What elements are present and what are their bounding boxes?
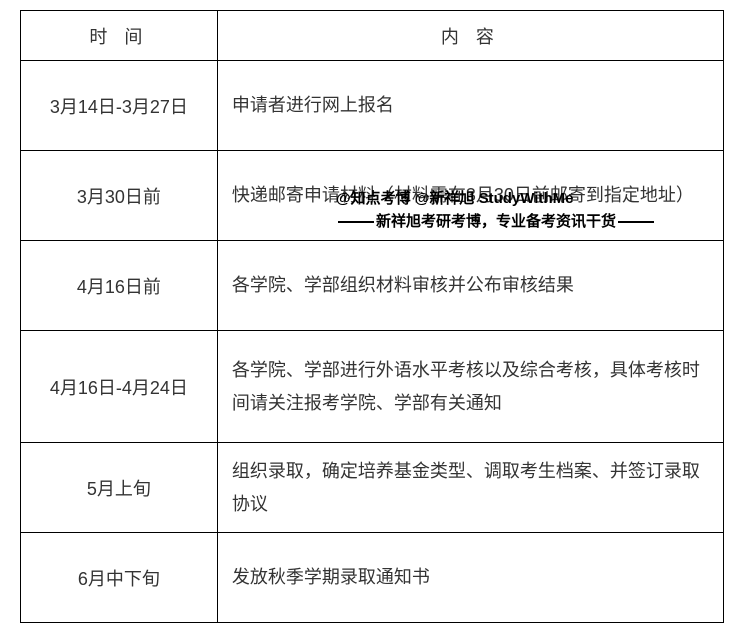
schedule-table: 时 间 内 容 3月14日-3月27日 申请者进行网上报名 3月30日前 快递邮… (20, 10, 724, 623)
header-time: 时 间 (21, 11, 218, 61)
table-header-row: 时 间 内 容 (21, 11, 724, 61)
cell-time: 3月30日前 (21, 151, 218, 241)
cell-content: 各学院、学部进行外语水平考核以及综合考核，具体考核时间请关注报考学院、学部有关通… (217, 331, 723, 443)
cell-time: 6月中下旬 (21, 533, 218, 623)
cell-time: 5月上旬 (21, 443, 218, 533)
cell-content: 快递邮寄申请材料（材料需在3月30日前邮寄到指定地址） (217, 151, 723, 241)
table-row: 3月14日-3月27日 申请者进行网上报名 (21, 61, 724, 151)
cell-time: 4月16日-4月24日 (21, 331, 218, 443)
cell-time: 4月16日前 (21, 241, 218, 331)
table-row: 4月16日-4月24日 各学院、学部进行外语水平考核以及综合考核，具体考核时间请… (21, 331, 724, 443)
cell-time: 3月14日-3月27日 (21, 61, 218, 151)
table-row: 5月上旬 组织录取，确定培养基金类型、调取考生档案、并签订录取协议 (21, 443, 724, 533)
table-row: 4月16日前 各学院、学部组织材料审核并公布审核结果 (21, 241, 724, 331)
table-row: 3月30日前 快递邮寄申请材料（材料需在3月30日前邮寄到指定地址） (21, 151, 724, 241)
cell-content: 组织录取，确定培养基金类型、调取考生档案、并签订录取协议 (217, 443, 723, 533)
cell-content: 发放秋季学期录取通知书 (217, 533, 723, 623)
table-row: 6月中下旬 发放秋季学期录取通知书 (21, 533, 724, 623)
header-content: 内 容 (217, 11, 723, 61)
cell-content: 各学院、学部组织材料审核并公布审核结果 (217, 241, 723, 331)
cell-content: 申请者进行网上报名 (217, 61, 723, 151)
